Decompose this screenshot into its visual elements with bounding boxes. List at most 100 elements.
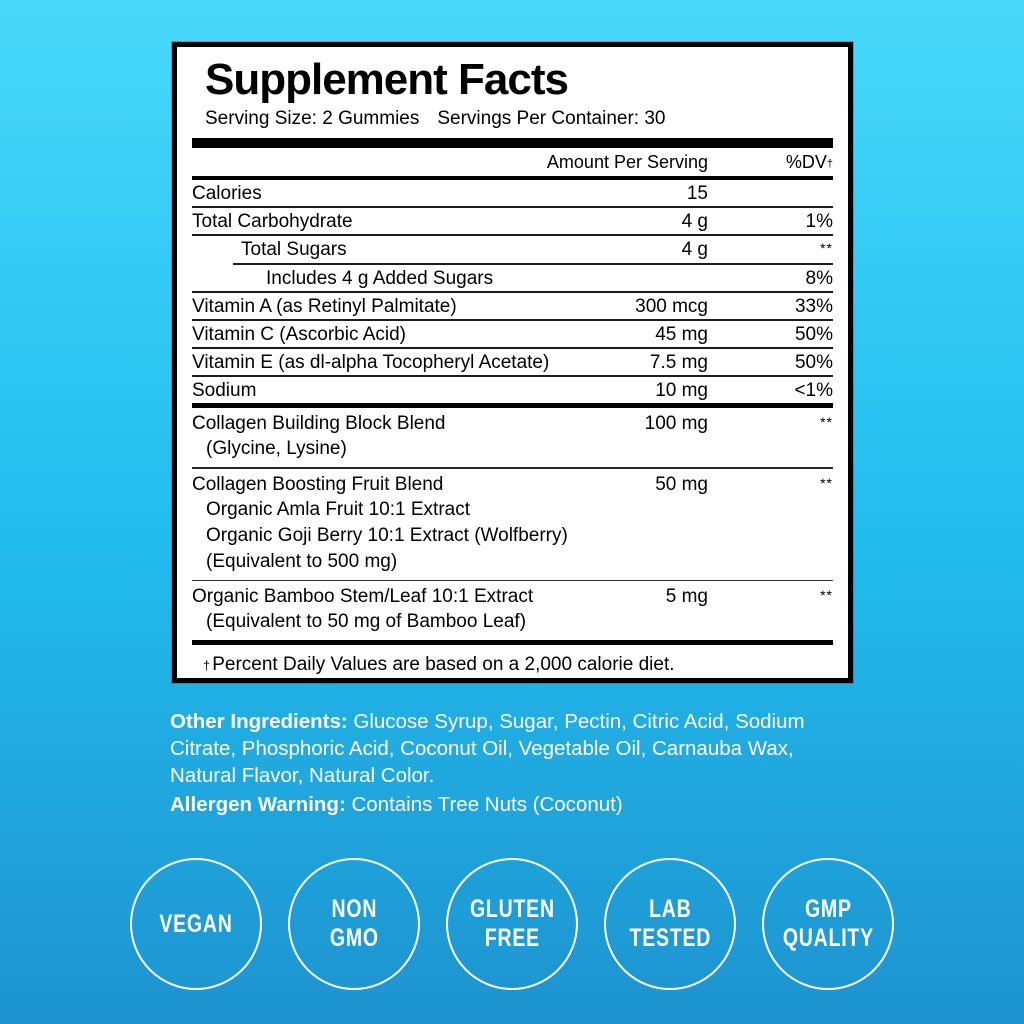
amount-column-header: Amount Per Serving	[546, 152, 708, 172]
nutrient-name: Total Carbohydrate	[192, 211, 353, 232]
dv-not-established-stars: **	[820, 414, 833, 430]
amount-value: 100 mg	[644, 413, 708, 434]
dv-value: 8%	[805, 268, 833, 289]
other-ingredients: Other Ingredients: Glucose Syrup, Sugar,…	[170, 708, 862, 789]
serving-info: Serving Size: 2 Gummies Servings Per Cont…	[205, 107, 833, 131]
dv-value: <1%	[794, 380, 833, 401]
servings-per-container: Servings Per Container: 30	[437, 108, 666, 129]
allergen-warning-label: Allergen Warning:	[170, 793, 346, 816]
badge-text: NON GMO	[330, 895, 379, 953]
badge-line: VEGAN	[159, 909, 233, 938]
other-ingredients-label: Other Ingredients:	[170, 710, 348, 733]
badge-non-gmo: NON GMO	[288, 858, 420, 990]
badge-text: GMP QUALITY	[782, 895, 873, 953]
dv-value: 1%	[805, 211, 833, 232]
footnote: **Daily Value (DV) not established.	[192, 678, 833, 683]
nutrient-name: Vitamin A (as Retinyl Palmitate)	[192, 296, 457, 317]
panel-title: Supplement Facts	[205, 55, 569, 104]
amount-value: 50 mg	[655, 473, 708, 495]
amount-value: 5 mg	[665, 586, 708, 608]
amount-value: 45 mg	[655, 324, 708, 345]
nutrient-name: Sodium	[192, 380, 257, 401]
row-separator	[192, 234, 833, 236]
dv-value: 50%	[794, 324, 833, 345]
nutrient-name: Vitamin E (as dl-alpha Tocopheryl Acetat…	[192, 352, 550, 373]
blend-subline: (Equivalent to 500 mg)	[206, 550, 398, 572]
blend-head: Organic Bamboo Stem/Leaf 10:1 Extract 5 m…	[192, 585, 833, 609]
dv-value: **	[708, 412, 833, 436]
badge-gluten-free: GLUTEN FREE	[446, 858, 578, 990]
dv-value: **	[708, 585, 833, 609]
blend-head: Collagen Boosting Fruit Blend 50 mg **	[192, 473, 833, 497]
dv-column-header: %DV†	[708, 148, 833, 176]
amount-value: 7.5 mg	[649, 352, 708, 373]
row-separator	[192, 206, 833, 208]
nutrient-row: Sodium 10 mg <1%	[192, 377, 833, 403]
nutrient-name: Calories	[192, 183, 262, 204]
amount-value	[578, 268, 708, 289]
nutrient-row: Total Carbohydrate 4 g 1%	[192, 208, 833, 234]
dv-not-established-stars: **	[820, 240, 833, 256]
allergen-warning-text: Contains Tree Nuts (Coconut)	[345, 793, 623, 816]
badge-line: NON	[331, 895, 377, 923]
footnote-text: Daily Value (DV) not established.	[208, 681, 485, 683]
badge-line: LAB	[648, 895, 692, 923]
blend-name: Collagen Boosting Fruit Blend	[192, 473, 444, 495]
blend-rows: Collagen Building Block Blend 100 mg ** (Gl…	[192, 408, 833, 640]
row-separator	[192, 319, 833, 321]
badge-line: GLUTEN	[469, 895, 555, 923]
blend-subline: Organic Amla Fruit 10:1 Extract	[206, 498, 470, 520]
dv-header-text: %DV	[785, 152, 827, 172]
column-header-row: Amount Per Serving %DV†	[192, 148, 833, 176]
dv-value: 50%	[794, 352, 833, 373]
row-separator	[192, 291, 833, 293]
blend-name: Collagen Building Block Blend	[192, 413, 446, 434]
nutrient-row: Includes 4 g Added Sugars 8%	[192, 265, 833, 291]
dv-value: **	[708, 239, 833, 261]
blend-row: Collagen Building Block Blend 100 mg ** (Gl…	[192, 408, 833, 467]
badge-line: GMP	[804, 895, 852, 923]
divider-medium-header	[192, 176, 833, 180]
nutrient-row: Calories 15	[192, 180, 833, 206]
divider-thick-top	[192, 138, 833, 148]
badge-line: QUALITY	[782, 924, 874, 952]
badge-line: FREE	[484, 924, 540, 952]
nutrient-row: Vitamin C (Ascorbic Acid) 45 mg 50%	[192, 321, 833, 347]
nutrient-rows: Calories 15 Total Carbohydrate 4 g 1% Total S…	[192, 180, 833, 403]
amount-value: 4 g	[681, 239, 708, 260]
footnote-marker: †	[203, 658, 211, 674]
dv-header-dagger: †	[826, 158, 833, 170]
dv-not-established-stars: **	[820, 587, 833, 604]
divider-thick-blends	[192, 403, 833, 408]
blend-separator	[192, 467, 833, 469]
footnote-text: Percent Daily Values are based on a 2,00…	[212, 654, 675, 676]
blend-subline: (Equivalent to 50 mg of Bamboo Leaf)	[206, 611, 527, 633]
serving-size: Serving Size: 2 Gummies	[205, 108, 420, 129]
nutrient-name: Includes 4 g Added Sugars	[266, 268, 494, 289]
row-separator-partial	[233, 263, 833, 265]
amount-value: 15	[686, 183, 708, 204]
blend-name: Organic Bamboo Stem/Leaf 10:1 Extract	[192, 586, 534, 608]
badge-text: GLUTEN FREE	[470, 895, 555, 953]
nutrient-row: Vitamin A (as Retinyl Palmitate) 300 mcg 3…	[192, 293, 833, 319]
footnotes: † Percent Daily Values are based on a 2,0…	[192, 645, 833, 683]
badge-line: GMO	[329, 924, 379, 952]
badge-text: LAB TESTED	[629, 895, 711, 953]
allergen-warning: Allergen Warning: Contains Tree Nuts (Co…	[170, 791, 862, 818]
badge-row: VEGAN NON GMO GLUTEN FREE LAB TESTED GMP QUALITY	[130, 857, 894, 991]
dv-value: **	[708, 473, 833, 497]
amount-value: 4 g	[681, 211, 708, 232]
dv-value: 33%	[794, 296, 833, 317]
footnote: † Percent Daily Values are based on a 2,0…	[192, 651, 833, 678]
badge-lab-tested: LAB TESTED	[604, 858, 736, 990]
badge-gmp-quality: GMP QUALITY	[762, 858, 894, 990]
nutrient-row: Total Sugars 4 g **	[192, 236, 833, 263]
badge-vegan: VEGAN	[130, 858, 262, 990]
dv-not-established-stars: **	[820, 474, 833, 491]
badge-text: VEGAN	[159, 910, 232, 939]
row-separator	[192, 375, 833, 377]
amount-value: 10 mg	[655, 380, 708, 401]
blend-separator	[192, 579, 833, 582]
blend-head: Collagen Building Block Blend 100 mg **	[192, 412, 833, 436]
